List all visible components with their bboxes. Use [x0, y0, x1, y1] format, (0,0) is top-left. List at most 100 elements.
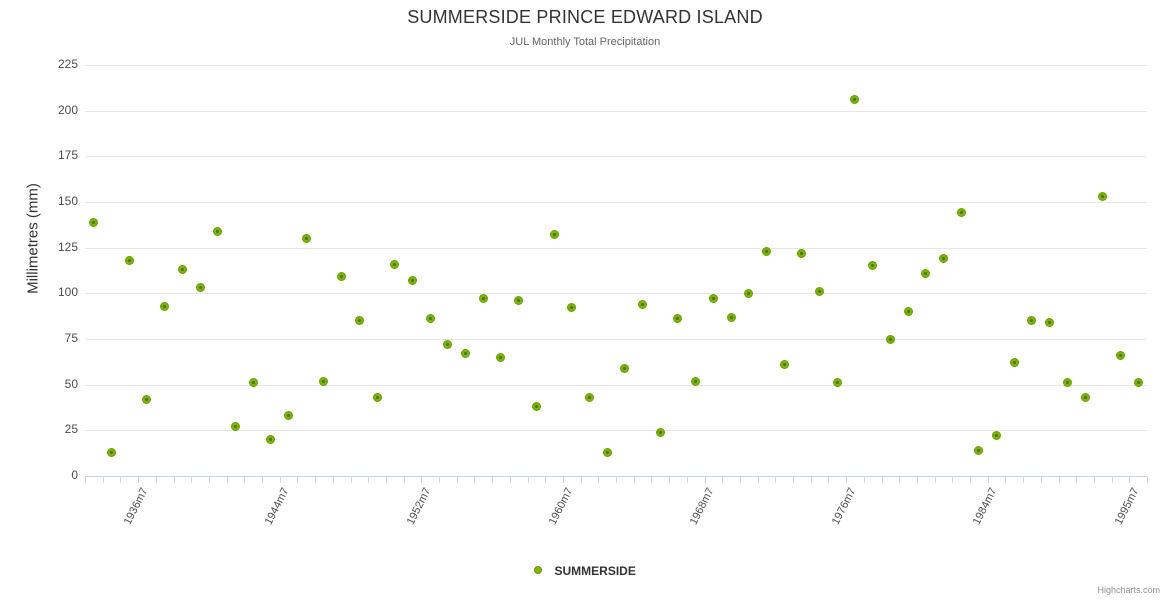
data-point[interactable]	[868, 261, 878, 271]
data-point[interactable]	[921, 268, 931, 278]
data-point[interactable]	[531, 402, 541, 412]
data-point[interactable]	[974, 445, 984, 455]
x-axis-tick	[669, 477, 671, 483]
data-point[interactable]	[213, 226, 223, 236]
data-point[interactable]	[567, 303, 577, 313]
x-axis-tick	[527, 477, 529, 483]
y-axis-tick-label: 0	[71, 468, 78, 482]
data-point[interactable]	[266, 434, 276, 444]
y-axis-tick-label: 150	[57, 194, 78, 208]
data-point[interactable]	[761, 246, 771, 256]
data-point[interactable]	[797, 248, 807, 258]
x-axis-tick	[651, 477, 653, 483]
data-point[interactable]	[602, 447, 612, 457]
data-point[interactable]	[124, 255, 134, 265]
x-axis-tick	[793, 477, 794, 483]
x-axis-tick	[828, 477, 830, 483]
data-point[interactable]	[620, 363, 630, 373]
x-axis-tick	[881, 477, 883, 483]
data-point[interactable]	[815, 287, 825, 296]
data-point[interactable]	[956, 208, 966, 218]
data-point[interactable]	[89, 217, 99, 227]
x-axis-tick	[474, 477, 476, 483]
x-axis-tick	[970, 477, 971, 483]
data-point[interactable]	[425, 314, 435, 324]
data-point[interactable]	[230, 422, 240, 432]
x-axis-tick	[846, 477, 848, 483]
data-point[interactable]	[407, 276, 417, 286]
x-axis-tick	[704, 477, 706, 483]
data-point[interactable]	[850, 95, 860, 105]
data-point[interactable]	[992, 431, 1002, 441]
y-axis-tick-label: 50	[64, 376, 78, 391]
data-point[interactable]	[691, 376, 701, 386]
data-point[interactable]	[549, 230, 559, 240]
x-axis-tick	[1093, 477, 1095, 483]
data-point[interactable]	[655, 427, 665, 437]
data-point[interactable]	[1115, 350, 1125, 360]
y-axis-tick-label: 75	[64, 331, 78, 345]
x-axis-tick	[722, 477, 724, 483]
x-axis-tick	[987, 477, 989, 483]
data-point[interactable]	[1027, 316, 1037, 326]
x-axis-tick	[421, 477, 423, 483]
y-axis-tick-label: 100	[57, 285, 78, 300]
data-point[interactable]	[248, 378, 258, 388]
data-point[interactable]	[195, 283, 205, 293]
data-point[interactable]	[1062, 378, 1072, 388]
data-point[interactable]	[514, 296, 524, 306]
data-point[interactable]	[284, 411, 294, 421]
data-point[interactable]	[177, 265, 187, 275]
plot-area	[85, 65, 1147, 476]
data-point[interactable]	[372, 392, 382, 402]
data-point[interactable]	[1045, 318, 1055, 328]
data-point[interactable]	[638, 299, 648, 309]
x-axis-tick	[85, 477, 86, 483]
data-point[interactable]	[496, 352, 506, 362]
data-point[interactable]	[301, 234, 311, 244]
data-point[interactable]	[673, 314, 683, 324]
gridline	[85, 430, 1147, 432]
data-point[interactable]	[938, 254, 948, 264]
x-axis-tick	[332, 477, 334, 483]
data-point[interactable]	[461, 349, 471, 359]
credits-link[interactable]: Highcharts.com	[1097, 585, 1160, 595]
data-point[interactable]	[779, 360, 789, 370]
data-point[interactable]	[708, 294, 718, 304]
gridline	[85, 65, 1147, 66]
x-axis-tick	[208, 477, 210, 483]
data-point[interactable]	[903, 307, 913, 317]
data-point[interactable]	[354, 316, 364, 326]
y-axis-tick-label: 175	[57, 148, 78, 163]
gridline	[85, 384, 1147, 386]
data-point[interactable]	[1133, 378, 1143, 388]
x-axis-tick	[916, 477, 918, 483]
data-point[interactable]	[885, 334, 895, 344]
data-point[interactable]	[1098, 192, 1108, 202]
x-axis-tick-label: 1984m7	[971, 486, 1000, 527]
data-point[interactable]	[1080, 392, 1090, 402]
x-axis-tick	[439, 477, 440, 483]
data-point[interactable]	[832, 378, 842, 388]
data-point[interactable]	[478, 294, 488, 304]
x-axis-tick-label: 1952m7	[404, 486, 434, 527]
legend-marker-icon	[534, 566, 543, 574]
x-axis-tick	[350, 477, 352, 483]
data-point[interactable]	[390, 259, 400, 269]
data-point[interactable]	[337, 272, 347, 282]
x-axis-tick	[509, 477, 511, 483]
data-point[interactable]	[1009, 358, 1019, 368]
data-point[interactable]	[443, 339, 453, 349]
data-point[interactable]	[160, 301, 170, 311]
data-point[interactable]	[584, 392, 594, 402]
data-point[interactable]	[744, 288, 754, 298]
data-point[interactable]	[142, 394, 152, 404]
x-axis-tick	[1005, 477, 1007, 483]
data-point[interactable]	[107, 447, 117, 457]
x-axis-tick	[492, 477, 494, 483]
legend-item-summerside[interactable]: SUMMERSIDE	[534, 563, 636, 578]
data-point[interactable]	[726, 312, 736, 322]
x-axis-tick	[297, 477, 299, 483]
y-axis-tick-label: 200	[57, 102, 78, 117]
data-point[interactable]	[319, 376, 329, 386]
